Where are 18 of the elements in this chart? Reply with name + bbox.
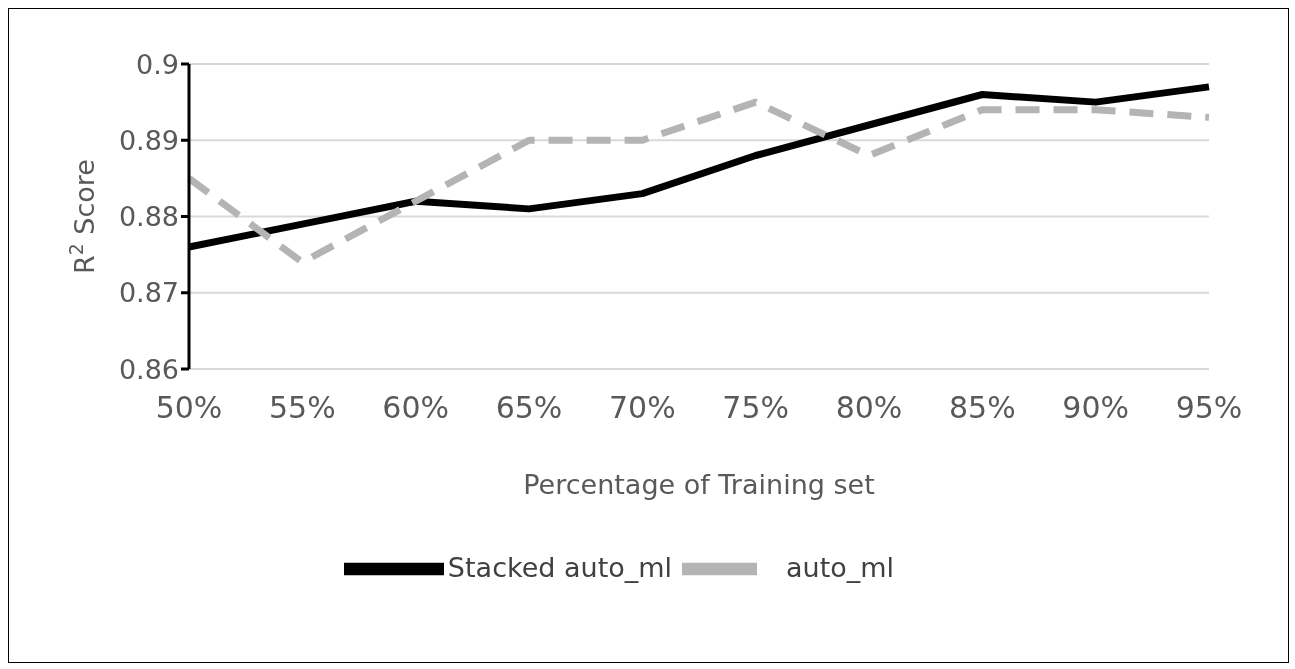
x-tick-label: 60% [382,390,450,426]
x-tick-label: 65% [495,390,563,426]
y-tick-label: 0.88 [118,201,179,233]
x-tick-label: 70% [608,390,676,426]
legend-label: Stacked auto_ml [447,551,673,583]
x-tick-label: 90% [1062,390,1130,426]
x-tick-label: 55% [268,390,336,426]
x-axis-title: Percentage of Training set [523,469,875,500]
x-tick-label: 85% [948,390,1016,426]
x-tick-label: 50% [155,390,223,426]
y-tick-label: 0.87 [118,277,179,309]
y-tick-label: 0.86 [118,353,179,385]
y-tick-label: 0.89 [118,124,179,156]
x-tick-label: 80% [835,390,903,426]
x-tick-label: 95% [1175,390,1243,426]
y-tick-label: 0.9 [136,48,179,80]
x-tick-label: 75% [722,390,790,426]
legend-label: auto_ml [786,551,895,583]
